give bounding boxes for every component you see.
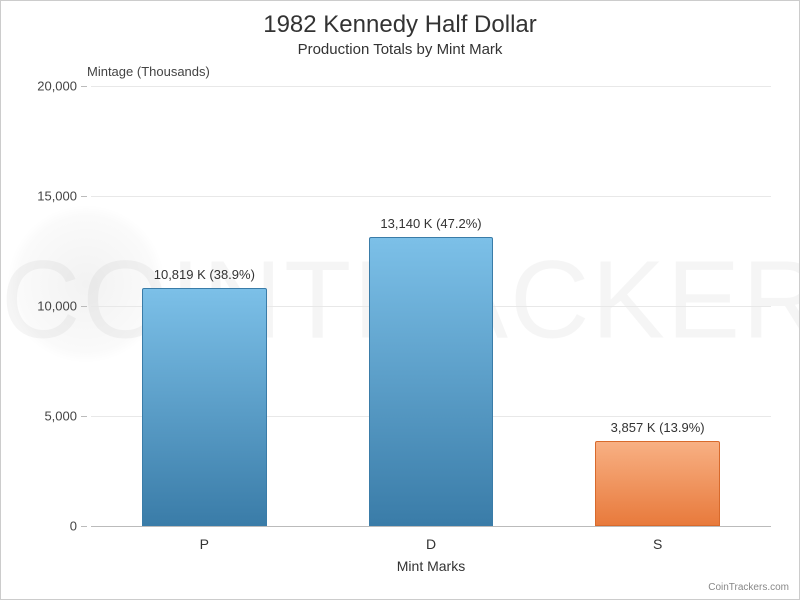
bar-d[interactable] bbox=[369, 237, 494, 526]
y-axis-title: Mintage (Thousands) bbox=[87, 64, 210, 79]
y-tick-label: 20,000 bbox=[37, 79, 91, 94]
bar-p[interactable] bbox=[142, 288, 267, 526]
bar-s[interactable] bbox=[595, 441, 720, 526]
y-tick-label: 0 bbox=[70, 519, 91, 534]
chart-title: 1982 Kennedy Half Dollar bbox=[1, 11, 799, 39]
y-tick-label: 10,000 bbox=[37, 299, 91, 314]
x-axis-title: Mint Marks bbox=[91, 558, 771, 574]
x-tick-label-s: S bbox=[653, 526, 662, 552]
bar-label-d: 13,140 K (47.2%) bbox=[380, 216, 481, 237]
chart-subtitle: Production Totals by Mint Mark bbox=[1, 41, 799, 58]
x-tick-label-p: P bbox=[200, 526, 209, 552]
chart-container: COINTRACKERS 1982 Kennedy Half Dollar Pr… bbox=[0, 0, 800, 600]
plot-area: Mintage (Thousands) Mint Marks 05,00010,… bbox=[91, 86, 771, 526]
gridline bbox=[91, 86, 771, 87]
x-tick-label-d: D bbox=[426, 526, 436, 552]
credits: CoinTrackers.com bbox=[708, 582, 789, 593]
bar-label-p: 10,819 K (38.9%) bbox=[154, 267, 255, 288]
y-tick-label: 15,000 bbox=[37, 189, 91, 204]
gridline bbox=[91, 196, 771, 197]
bar-label-s: 3,857 K (13.9%) bbox=[611, 420, 705, 441]
y-tick-label: 5,000 bbox=[44, 409, 91, 424]
